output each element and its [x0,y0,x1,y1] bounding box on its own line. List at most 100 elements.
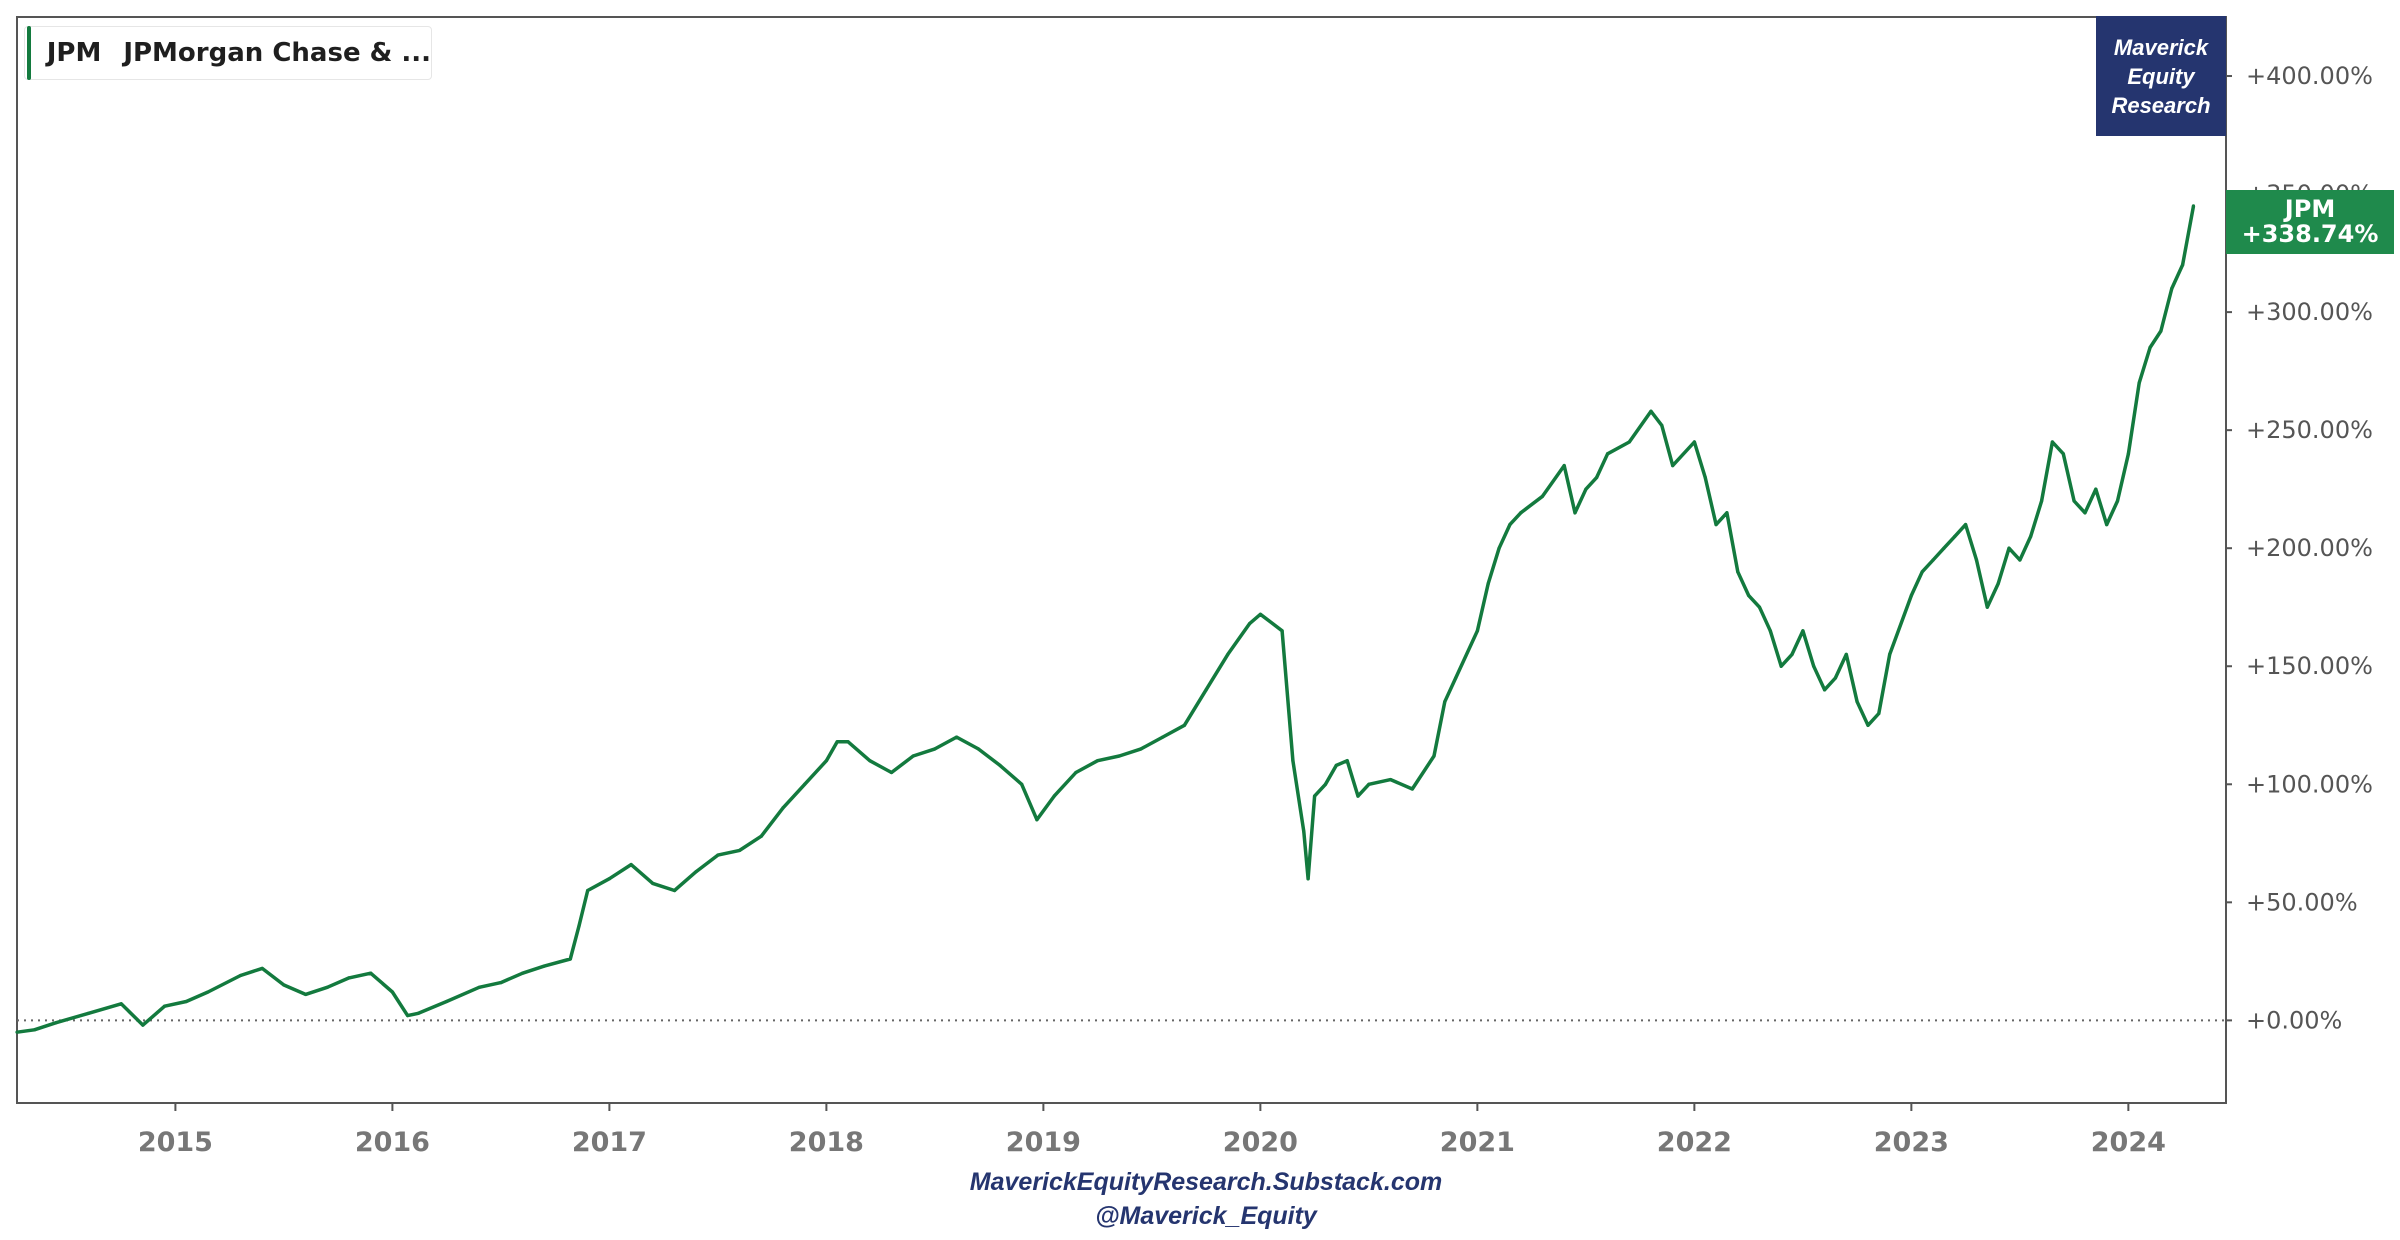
y-tick-label: +200.00% [2246,534,2373,562]
data-point [162,1004,167,1008]
data-point [1258,612,1262,616]
x-tick-label: 2019 [1006,1127,1081,1158]
data-point [803,782,807,786]
data-point [1161,735,1165,739]
data-point [1974,558,1979,562]
data-point [1812,664,1816,668]
data-point [2083,511,2087,515]
data-point [2137,381,2141,385]
data-point [1139,747,1143,751]
badge-value: +338.74% [2241,220,2379,248]
data-point [1508,522,1512,527]
data-point [2115,499,2120,503]
x-axis: 2015 2016 2017 2018 2019 2020 2021 2022 2023 2024 [138,1103,2166,1158]
data-point [1497,546,1501,550]
data-point [445,999,449,1004]
data-point [1356,794,1360,798]
data-point [1779,664,1783,668]
data-point [1725,511,1729,515]
data-point [1736,570,1740,574]
data-point [304,992,308,997]
series-layer [15,204,2196,1034]
data-point [1291,759,1295,763]
series-line-jpm [16,205,2196,1034]
data-point [835,740,839,744]
data-point [1768,629,1772,633]
data-point [1035,818,1039,822]
x-tick-label: 2016 [355,1127,430,1158]
data-point [1247,622,1252,626]
data-point [1790,652,1794,657]
data-point [15,1030,19,1034]
data-point [1649,409,1653,413]
data-point [1475,629,1479,633]
data-point [416,1011,421,1015]
data-point [1888,652,1892,657]
data-point [1605,452,1610,456]
brand-logo: Maverick Equity Research [2096,16,2226,136]
data-point [911,754,915,758]
data-point [1692,440,1696,444]
data-point [369,971,373,975]
data-point [32,1028,36,1032]
data-point [542,964,546,968]
data-point [1226,652,1230,657]
data-point [405,1014,410,1018]
data-point [1052,794,1056,798]
data-point [1801,629,1805,633]
data-point [1964,522,1968,527]
data-point [520,971,525,975]
data-point [1096,759,1100,763]
y-tick-label: +100.00% [2246,770,2373,798]
data-point [1204,688,1208,692]
data-point [1345,759,1349,763]
brand-line-1: Maverick [2113,34,2209,60]
data-point [1323,782,1328,786]
data-point [2029,534,2033,538]
y-tick-label: +150.00% [2246,652,2373,680]
data-point [1584,487,1588,491]
data-point [1367,782,1371,786]
data-point [2159,329,2163,333]
data-point [2105,522,2109,527]
data-point [2061,452,2065,456]
y-tick-label: +50.00% [2246,888,2358,916]
data-point [2191,204,2196,208]
data-point [889,770,894,775]
data-point [282,983,286,987]
data-point [998,763,1002,767]
data-point [1627,440,1631,444]
data-point [607,877,611,881]
data-point [2039,499,2044,503]
legend[interactable]: JPM JPMorgan Chase & ... [24,26,432,80]
x-tick-label: 2023 [1874,1127,1949,1158]
data-point [1334,763,1338,767]
data-point [1573,511,1577,515]
data-point [1844,652,1848,657]
data-point [1443,700,1447,704]
data-point [586,888,590,893]
y-tick-label: +250.00% [2246,416,2373,444]
y-tick-label: +0.00% [2246,1006,2342,1034]
x-tick-label: 2024 [2091,1127,2166,1158]
x-tick-label: 2015 [138,1127,213,1158]
data-point [1313,794,1317,798]
data-point [1942,546,1946,550]
data-point [1703,475,1707,479]
data-point [2050,440,2055,444]
data-point [1660,423,1664,428]
data-point [119,1002,123,1006]
data-point [1182,723,1187,727]
data-point [694,870,698,874]
data-point [1306,877,1310,881]
data-point [1432,754,1436,758]
data-point [672,888,677,893]
data-point [1595,475,1599,479]
x-tick-label: 2021 [1440,1127,1515,1158]
data-point [1866,723,1870,727]
legend-color-swatch [27,26,31,80]
y-tick-label: +400.00% [2246,62,2373,90]
data-point [868,759,872,763]
legend-symbol: JPM [46,38,102,68]
